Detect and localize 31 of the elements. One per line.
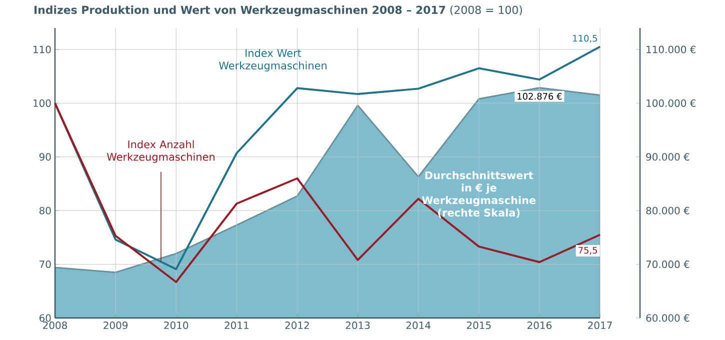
x-tick-label: 2010 [164, 322, 188, 330]
x-tick-label: 2015 [466, 322, 491, 330]
y2-tick-label: 80.000 € [646, 206, 690, 214]
y2-tick-label: 110.000 € [646, 46, 696, 54]
y-tick-label: 70 [40, 260, 51, 268]
x-tick-label: 2016 [528, 322, 552, 330]
y-tick-label: 80 [39, 206, 51, 214]
series-label: Index Wert Werkzeugmaschinen [218, 48, 326, 72]
y2-tick-label: 60.000 € [646, 314, 690, 322]
x-tick-label: 2013 [346, 322, 370, 330]
line-series [54, 46, 602, 270]
data-label: 110,5 [573, 34, 598, 43]
y2-tick-label: 70.000 € [646, 260, 690, 268]
x-tick-label: 2008 [43, 322, 67, 330]
x-tick-label: 2012 [285, 322, 309, 330]
series-label: Durchschnittswert in € je Werkzeugmaschine (rechte Skala) [422, 171, 536, 218]
x-tick-label: 2014 [406, 322, 430, 330]
x-tick-label: 2009 [104, 322, 128, 330]
x-tick-label: 2017 [588, 322, 612, 330]
data-label: 75,5 [578, 246, 598, 255]
y2-tick-label: 100.000 € [646, 99, 696, 107]
y2-tick-label: 90.000 € [646, 153, 690, 161]
y-tick-label: 110 [34, 46, 51, 54]
y-tick-label: 60 [40, 314, 51, 322]
y-tick-label: 90 [39, 153, 51, 161]
line-series [54, 102, 602, 284]
x-tick-label: 2011 [224, 322, 248, 330]
text: Index Anzahl Werkzeugmaschinen [106, 140, 214, 163]
data-label: 102.876 € [518, 92, 562, 100]
chart-title: Indizes Produktion und Wert von Werkzeugmaschinen 2008 – 2017 (2008 = 100) [34, 6, 522, 16]
y-tick-label: 100 [34, 99, 51, 107]
